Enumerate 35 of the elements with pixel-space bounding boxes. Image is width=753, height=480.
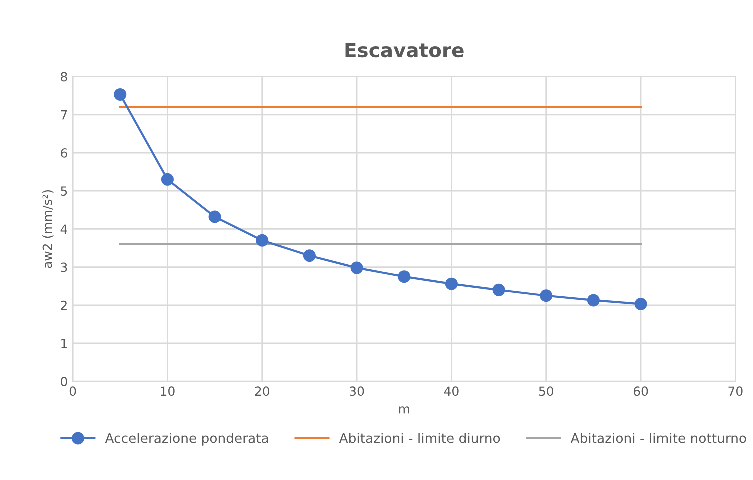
y-tick-label: 4 — [60, 224, 68, 234]
x-tick-label: 20 — [255, 386, 270, 396]
y-tick-label: 1 — [62, 339, 68, 348]
point — [492, 284, 506, 296]
x-tick-label: 40 — [444, 386, 459, 396]
y-tick-label: 8 — [61, 72, 68, 82]
chart-title: Escavatore — [346, 43, 464, 58]
x-tick-label: 60 — [634, 386, 648, 396]
point — [208, 210, 222, 224]
point — [540, 290, 553, 302]
point — [634, 298, 648, 311]
x-tick-label: 70 — [728, 386, 743, 396]
point — [303, 250, 316, 262]
y-tick-label: 3 — [61, 262, 68, 272]
x-tick-label: 10 — [161, 386, 175, 396]
point — [350, 262, 364, 274]
legend-label: Accelerazione ponderata — [105, 433, 268, 446]
y-tick-label: 6 — [61, 148, 68, 158]
y-tick-label: 0 — [61, 377, 68, 387]
point — [256, 234, 269, 247]
y-tick-label: 2 — [61, 300, 67, 310]
x-tick-label: 30 — [350, 386, 364, 396]
point — [114, 88, 127, 101]
legend-label: Abitazioni - limite notturno — [570, 433, 746, 444]
point — [445, 278, 458, 290]
y-tick-label: 7 — [61, 110, 68, 120]
y-axis-title: aw2 (mm/s²) — [42, 190, 54, 268]
y-tick-label: 5 — [61, 186, 68, 196]
x-axis-title: m — [399, 406, 410, 414]
x-tick-label: 0 — [70, 386, 76, 396]
legend-label: Abitazioni - limite diurno — [339, 433, 500, 444]
x-tick-label: 50 — [539, 386, 554, 396]
point — [161, 173, 174, 186]
point — [587, 294, 600, 307]
point — [398, 270, 411, 284]
